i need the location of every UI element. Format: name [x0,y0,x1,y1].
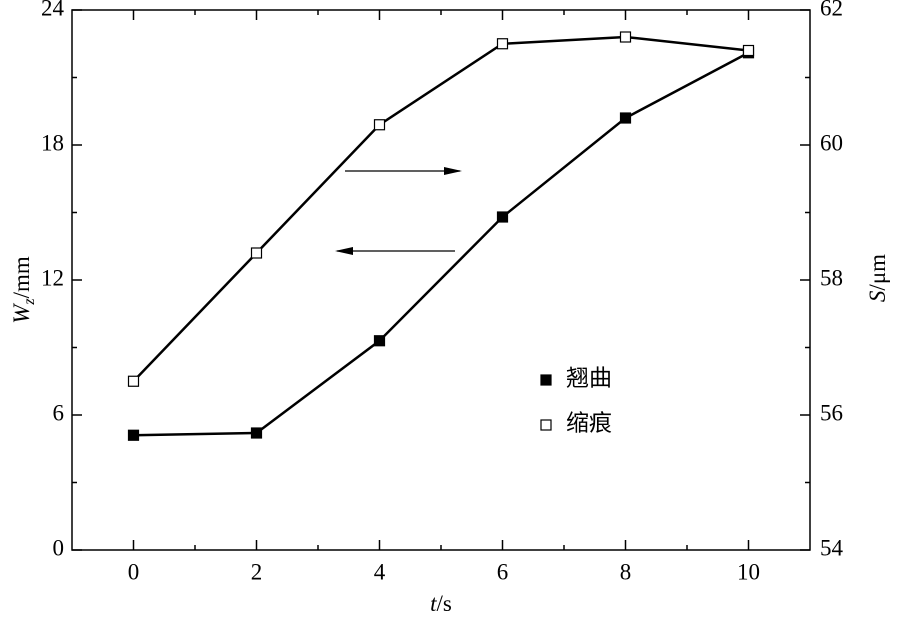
x-axis-label: t/s [430,591,452,616]
data-point [373,119,386,131]
y2-tick-label: 60 [820,130,843,155]
y2-tick-label: 58 [820,265,843,290]
x-tick-label: 10 [737,559,760,584]
legend-label: 翘曲 [566,365,612,390]
legend-marker [540,419,552,431]
arrow-head [444,167,462,175]
x-tick-label: 0 [128,559,140,584]
legend-label: 缩痕 [566,410,612,435]
y-tick-label: 24 [41,0,65,20]
data-point [250,247,263,259]
y-label-unit: /mm [9,256,34,298]
y-tick-label: 18 [41,130,64,155]
y2-tick-label: 62 [820,0,843,20]
data-point [127,375,140,387]
y-axis-label: Wz/mm [9,256,37,324]
y-tick-label: 12 [41,265,64,290]
arrow-head [335,247,353,255]
series-line [132,35,749,383]
y2-axis-label: S/μm [865,254,890,302]
x-tick-label: 2 [251,559,263,584]
data-point [496,211,509,223]
data-point [127,429,140,441]
annotation-arrows [335,167,462,255]
y-label-symbol: W [9,303,34,324]
data-point [742,44,755,57]
y-tick-label: 6 [53,400,65,425]
legend-marker [540,374,552,386]
series-line [133,51,750,437]
data-point [619,31,632,43]
x-tick-label: 6 [497,559,509,584]
y-label-subscript: z [21,298,38,306]
x-tick-label: 8 [620,559,632,584]
x-label-unit: /s [437,591,452,616]
data-point [619,112,632,124]
y2-label-symbol: S [865,290,890,302]
data-point [250,427,263,439]
y2-tick-label: 54 [820,535,844,560]
x-label-symbol: t [430,591,437,616]
y2-label-unit: /μm [865,254,890,291]
x-tick-label: 4 [374,559,386,584]
y-tick-label: 0 [53,535,65,560]
data-point [373,335,386,347]
y2-tick-label: 56 [820,400,843,425]
data-point [496,38,509,50]
